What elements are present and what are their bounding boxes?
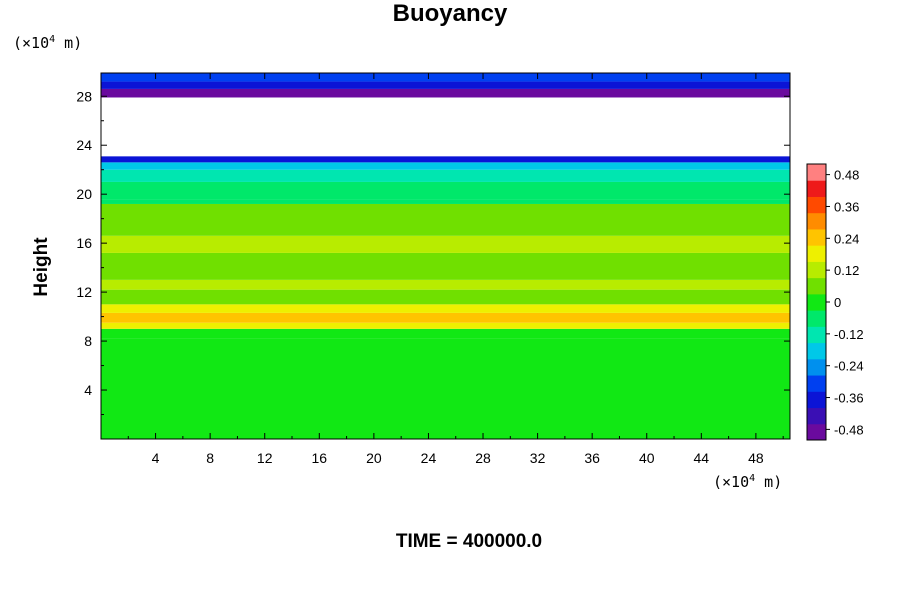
y-tick-label: 12 (76, 284, 92, 300)
colorbar-segment (807, 423, 826, 441)
heatmap-band (101, 338, 790, 439)
heatmap-band (101, 156, 790, 163)
colorbar-segment (807, 245, 826, 262)
colorbar-tick-label: 0 (834, 295, 841, 310)
heatmap-band (101, 279, 790, 290)
colorbar-segment (807, 228, 826, 246)
colorbar-segment (807, 326, 826, 344)
x-tick-label: 44 (694, 450, 710, 466)
x-tick-label: 12 (257, 450, 273, 466)
colorbar-segment (807, 391, 826, 409)
x-tick-label: 24 (421, 450, 437, 466)
y-tick-label: 28 (76, 88, 92, 104)
heatmap-band (101, 289, 790, 305)
heatmap-band (101, 199, 790, 204)
x-tick-label: 28 (475, 450, 491, 466)
heatmap-band (101, 235, 790, 253)
x-tick-label: 36 (584, 450, 600, 466)
colorbar-tick-label: -0.48 (834, 422, 864, 437)
colorbar-segment (807, 358, 826, 376)
y-tick-label: 4 (84, 382, 92, 398)
colorbar-segment (807, 261, 826, 279)
heatmap-band (101, 73, 790, 82)
heatmap-band (101, 304, 790, 313)
y-axis-label: Height (31, 237, 52, 297)
heatmap-band (101, 252, 790, 280)
x-tick-label: 4 (152, 450, 160, 466)
colorbar-segment (807, 293, 826, 311)
x-tick-label: 40 (639, 450, 655, 466)
x-tick-label: 16 (312, 450, 328, 466)
y-axis-unit: (×104 m) (13, 34, 83, 52)
colorbar-tick-label: 0.24 (834, 231, 859, 246)
x-axis-unit: (×104 m) (713, 473, 783, 491)
heatmap-band (101, 162, 790, 170)
time-label: TIME = 400000.0 (395, 531, 543, 552)
colorbar-tick-label: 0.48 (834, 168, 859, 183)
colorbar-segment (807, 180, 826, 197)
heatmap-band (101, 88, 790, 98)
colorbar-tick-label: 0.12 (834, 263, 859, 278)
colorbar-segment (807, 212, 826, 230)
y-tick-label: 20 (76, 186, 92, 202)
colorbar-tick-label: 0.36 (834, 199, 859, 214)
heatmap-band (101, 312, 790, 323)
heatmap-band (101, 169, 790, 182)
x-tick-label: 8 (206, 450, 214, 466)
y-tick-label: 8 (84, 333, 92, 349)
plot-frame (100, 72, 791, 440)
heatmap-band (101, 322, 790, 329)
x-tick-label: 32 (530, 450, 546, 466)
y-tick-label: 16 (76, 235, 92, 251)
colorbar-segment (807, 196, 826, 214)
heatmap-band (101, 328, 790, 339)
colorbar-segment (807, 375, 826, 392)
y-tick-label: 24 (76, 137, 92, 153)
colorbar-tick-label: -0.24 (834, 359, 864, 374)
colorbar-tick-label: -0.12 (834, 327, 864, 342)
x-tick-label: 20 (366, 450, 382, 466)
colorbar-segment (807, 342, 826, 360)
heatmap-band (101, 203, 790, 236)
colorbar-segment (807, 277, 826, 295)
heatmap-band (101, 97, 790, 157)
colorbar-segment (807, 310, 826, 327)
colorbar-segment (807, 164, 826, 181)
heatmap-band (101, 81, 790, 89)
chart-title: Buoyancy (392, 0, 508, 27)
colorbar-tick-label: -0.36 (834, 391, 864, 406)
x-tick-label: 48 (748, 450, 764, 466)
colorbar-segment (807, 407, 826, 425)
heatmap-band (101, 181, 790, 200)
